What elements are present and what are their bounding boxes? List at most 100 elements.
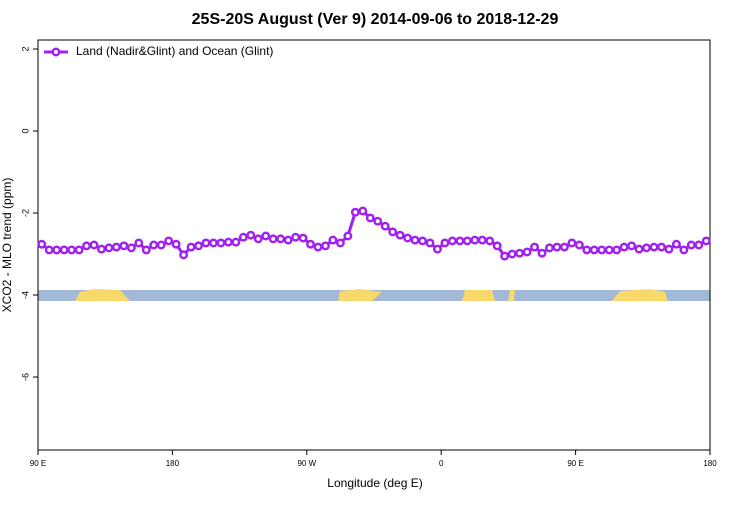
y-tick-label: -2 (20, 209, 30, 217)
point (268, 234, 278, 244)
point (425, 238, 435, 248)
point (634, 244, 644, 254)
point (328, 235, 338, 245)
point (44, 245, 54, 255)
point (276, 234, 286, 244)
y-tick-label: 2 (20, 47, 30, 52)
y-tick-label: 0 (20, 129, 30, 134)
point (485, 236, 495, 246)
point (701, 236, 711, 246)
point (395, 230, 405, 240)
point (97, 244, 106, 254)
point (179, 250, 189, 260)
point (291, 232, 301, 242)
point (306, 239, 315, 249)
point (37, 239, 47, 249)
point (343, 231, 353, 241)
point (298, 233, 308, 243)
point (492, 241, 502, 251)
x-tick-label: 180 (166, 459, 180, 468)
legend-point (51, 47, 61, 57)
point (59, 245, 69, 255)
point (156, 240, 166, 250)
point (410, 235, 420, 245)
point (164, 236, 174, 246)
point (627, 241, 637, 251)
point (403, 233, 413, 243)
point (597, 245, 607, 255)
point (253, 234, 263, 244)
point (477, 235, 487, 245)
point (104, 243, 114, 253)
point (89, 240, 99, 250)
point (559, 242, 569, 252)
point (619, 242, 629, 252)
point (642, 243, 651, 253)
point (313, 242, 323, 252)
point (418, 236, 427, 246)
point (679, 245, 689, 255)
point (500, 251, 510, 261)
point (350, 207, 360, 217)
point (126, 243, 136, 253)
point (149, 240, 159, 250)
point (604, 245, 614, 255)
point (283, 235, 293, 245)
chart-title: 25S-20S August (Ver 9) 2014-09-06 to 201… (192, 11, 559, 28)
point (194, 241, 203, 251)
point (522, 247, 532, 257)
x-tick-label: 90 W (297, 459, 316, 468)
point (649, 242, 659, 252)
point (111, 242, 121, 252)
point (515, 248, 525, 258)
point (582, 245, 592, 255)
y-tick-label: -4 (20, 291, 30, 299)
point (134, 238, 144, 248)
x-tick-label: 180 (703, 459, 717, 468)
point (82, 241, 91, 251)
point (223, 237, 233, 247)
land (338, 289, 382, 301)
point (201, 238, 211, 248)
point (447, 236, 457, 246)
point (380, 221, 390, 231)
point (335, 238, 345, 248)
point (246, 230, 256, 240)
y-tick-label: -6 (20, 373, 30, 381)
legend-label: Land (Nadir&Glint) and Ocean (Glint) (76, 44, 273, 58)
point (455, 236, 465, 246)
point (507, 249, 517, 259)
point (664, 244, 674, 254)
point (388, 227, 398, 237)
point (358, 206, 368, 216)
point (552, 242, 562, 252)
point (537, 248, 547, 258)
point (141, 245, 151, 255)
point (440, 238, 450, 248)
point (462, 236, 472, 246)
point (567, 238, 577, 248)
point (209, 238, 218, 248)
point (216, 238, 226, 248)
point (657, 242, 666, 252)
point (612, 245, 622, 255)
land (75, 289, 130, 301)
point (545, 243, 554, 253)
land (508, 290, 515, 301)
land (612, 289, 668, 301)
x-tick-label: 0 (439, 459, 444, 468)
point (574, 240, 584, 250)
land-ocean-strip (38, 289, 710, 301)
point (321, 241, 330, 251)
point (171, 239, 181, 249)
point (373, 216, 383, 226)
point (74, 245, 84, 255)
point (119, 241, 129, 251)
point (686, 240, 696, 250)
point (231, 237, 241, 247)
x-axis-label: Longitude (deg E) (327, 476, 422, 490)
x-tick-label: 90 E (30, 459, 46, 468)
x-tick-label: 90 E (567, 459, 583, 468)
point (671, 239, 681, 249)
